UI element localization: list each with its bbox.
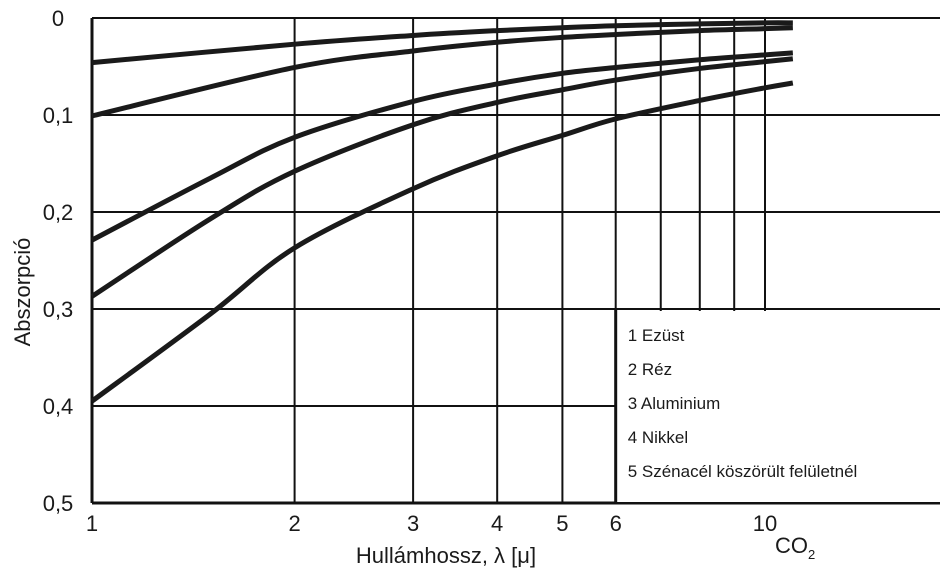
y-tick-label: 0,4	[43, 394, 74, 419]
legend-entry: 1 Ezüst	[628, 326, 685, 345]
legend-entry: 5 Szénacél köszörült felületnél	[628, 462, 858, 481]
y-axis-label: Abszorpció	[10, 238, 35, 347]
legend: 1 Ezüst 2 Réz 3 Aluminium 4 Nikkel 5 Szénacé…	[614, 309, 940, 503]
x-tick-label: 10	[753, 511, 777, 536]
y-tick-label: 0,2	[43, 200, 74, 225]
series-line-2	[91, 25, 793, 119]
series-line-3	[90, 50, 794, 243]
y-tick-label: 0,5	[43, 491, 74, 516]
series-curves	[90, 20, 794, 404]
series-line-4	[90, 56, 794, 299]
x-tick-label: 4	[491, 511, 503, 536]
legend-entry: 3 Aluminium	[628, 394, 721, 413]
x-tick-label: 2	[288, 511, 300, 536]
y-tick-label: 0	[52, 6, 64, 31]
series-line-5	[90, 80, 794, 404]
x-axis-label: Hullámhossz, λ [μ]	[356, 543, 536, 568]
legend-entry: 4 Nikkel	[628, 428, 688, 447]
y-tick-label: 0,1	[43, 103, 74, 128]
x-tick-label: 6	[610, 511, 622, 536]
legend-box	[615, 311, 940, 502]
x-tick-label: 3	[407, 511, 419, 536]
series-line-1	[91, 20, 793, 66]
ticks: 0 0,1 0,2 0,3 0,4 0,5 1 2 3 4 5 6 10	[43, 6, 778, 536]
y-tick-label: 0,3	[43, 297, 74, 322]
x-tick-label: 5	[556, 511, 568, 536]
co2-marker: CO2	[775, 533, 815, 562]
legend-entry: 2 Réz	[628, 360, 672, 379]
x-tick-label: 1	[86, 511, 98, 536]
